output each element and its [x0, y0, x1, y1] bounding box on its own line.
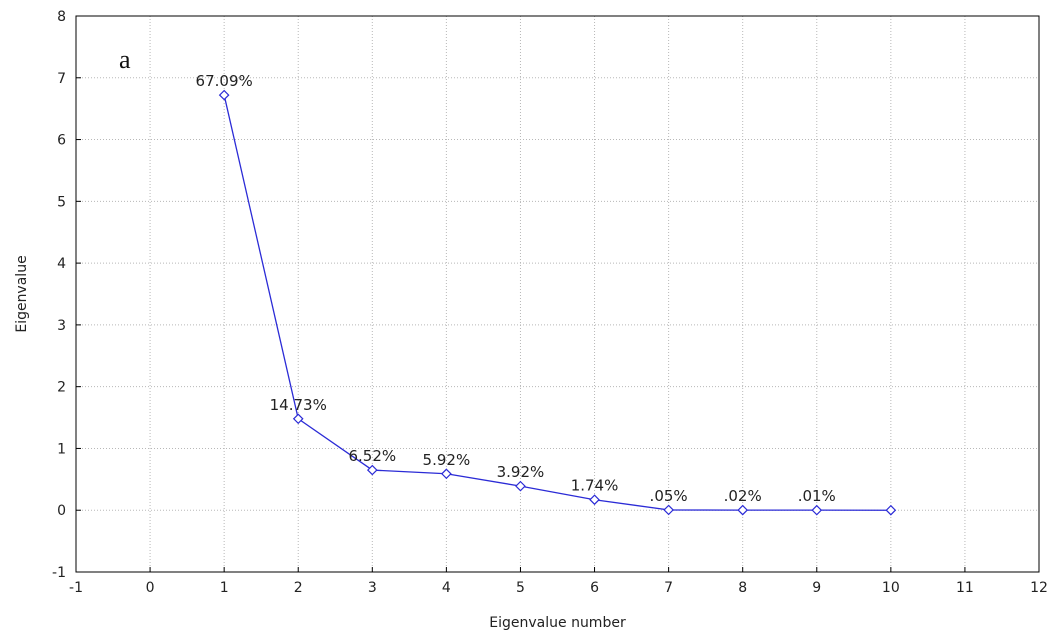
data-point-marker	[366, 464, 378, 476]
series-line	[223, 94, 891, 511]
data-label: 5.92%	[423, 451, 471, 469]
data-label: 3.92%	[497, 463, 545, 481]
data-label: .02%	[724, 487, 762, 505]
x-tick-label: 5	[516, 580, 525, 596]
data-label: 67.09%	[196, 72, 253, 90]
data-point-marker	[737, 504, 749, 516]
grid-layer	[76, 16, 1039, 572]
label-layer: 67.09% 14.73% 6.52% 5.92% 3.92% 1.74% .05% .02%…	[196, 72, 836, 505]
data-point-marker	[589, 494, 600, 506]
x-tick-label: 0	[146, 580, 155, 596]
x-tick-label: 6	[590, 580, 599, 596]
y-tick-label: 1	[57, 441, 66, 457]
data-label: 6.52%	[348, 447, 396, 465]
data-point-marker	[811, 504, 823, 516]
data-label: 1.74%	[571, 477, 619, 495]
data-point-marker	[885, 504, 897, 516]
y-tick-label: 0	[57, 503, 66, 519]
x-tick-label: 12	[1030, 580, 1048, 596]
data-label: .05%	[650, 487, 688, 505]
data-point-marker	[663, 504, 674, 516]
y-tick-label: 5	[57, 194, 66, 210]
plot-frame	[75, 15, 1040, 573]
x-tick-label: 1	[220, 580, 229, 596]
y-tick-label: 3	[57, 318, 66, 334]
x-tick-label: 2	[294, 580, 303, 596]
y-tick-label: 6	[57, 133, 66, 149]
y-tick-label: 8	[57, 9, 66, 25]
x-tick-label: 9	[812, 580, 821, 596]
y-tick-label: -1	[52, 565, 66, 581]
series-layer	[218, 89, 897, 516]
x-tick-label: 11	[956, 580, 974, 596]
x-tick-label: 3	[368, 580, 377, 596]
x-tick-label: 4	[442, 580, 451, 596]
data-point-marker	[515, 480, 526, 492]
y-tick-label: 2	[57, 380, 66, 396]
x-axis-title: Eigenvalue number	[489, 615, 626, 631]
data-point-marker	[292, 413, 304, 425]
x-tick-label: 8	[738, 580, 747, 596]
panel-letter: a	[119, 45, 131, 74]
x-tick-label: 10	[882, 580, 900, 596]
data-label: .01%	[798, 487, 836, 505]
y-tick-label: 7	[57, 71, 66, 87]
y-axis-title: Eigenvalue	[14, 255, 30, 332]
data-point-marker	[441, 468, 452, 480]
data-point-marker	[218, 89, 230, 101]
y-tick-label: 4	[57, 256, 66, 272]
x-tick-label: 7	[664, 580, 673, 596]
x-tick-label: -1	[69, 580, 83, 596]
data-label: 14.73%	[270, 396, 327, 414]
